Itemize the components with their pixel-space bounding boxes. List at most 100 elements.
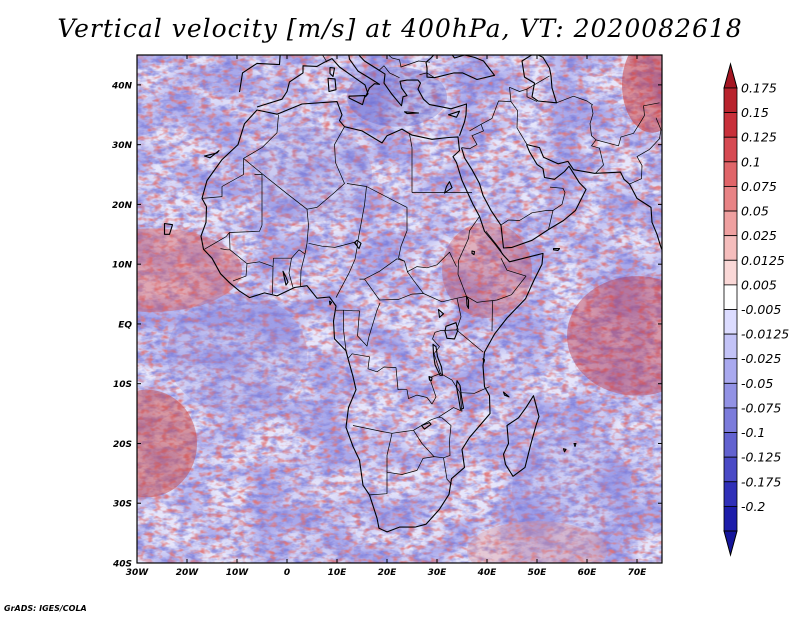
colorbar-swatch xyxy=(723,210,738,237)
colorbar-label: -0.075 xyxy=(741,400,781,415)
field-hotspot xyxy=(347,66,447,127)
country-border xyxy=(629,117,662,185)
field-hotspot xyxy=(252,126,372,223)
lake-turkana xyxy=(465,295,470,309)
colorbar-swatch xyxy=(723,481,738,507)
country-border xyxy=(359,278,424,301)
lon-tick-label: 10W xyxy=(226,568,250,578)
field-hotspot xyxy=(622,55,662,133)
colorbar-label: 0.075 xyxy=(741,179,777,194)
colorbar-label: -0.1 xyxy=(741,425,765,440)
lake-volta xyxy=(282,270,289,286)
lon-tick-label: 0 xyxy=(284,568,290,578)
country-border xyxy=(201,158,244,199)
colorbar-swatch xyxy=(723,284,738,310)
colorbar-label: -0.0125 xyxy=(741,327,789,342)
country-border xyxy=(509,86,538,102)
coastline-arabia xyxy=(460,144,587,249)
lon-tick-label: 10E xyxy=(328,568,348,578)
lon-tick-label: 30W xyxy=(126,568,150,578)
country-border xyxy=(272,266,274,295)
country-border xyxy=(308,241,358,248)
field-hotspot xyxy=(137,389,197,498)
lat-tick-label: 40N xyxy=(111,81,133,91)
colorbar-label: 0.1 xyxy=(741,154,761,169)
island-comoros xyxy=(502,391,510,398)
colorbar-label: 0.005 xyxy=(741,277,777,292)
country-border xyxy=(246,209,309,267)
country-border xyxy=(409,133,413,193)
field-hotspot xyxy=(167,294,307,414)
country-border xyxy=(243,126,345,210)
lat-tick-label: 30S xyxy=(113,500,132,510)
colorbar-swatch xyxy=(723,407,738,433)
lake-nasser xyxy=(443,181,453,194)
map-panel xyxy=(137,55,662,563)
country-border xyxy=(288,258,294,288)
island-mauritius xyxy=(573,442,577,448)
country-border xyxy=(379,65,400,79)
colorbar-swatch xyxy=(723,259,738,286)
coastlines xyxy=(163,55,662,533)
colorbar-swatch xyxy=(723,382,738,409)
country-border xyxy=(548,186,566,230)
map-frame xyxy=(136,54,663,564)
country-border xyxy=(352,392,463,434)
lat-tick-label: 40S xyxy=(112,560,132,570)
field-hotspot xyxy=(137,228,242,312)
coastline-iberia xyxy=(238,55,281,93)
colorbar-label: 0.0125 xyxy=(741,253,785,268)
island-sicily xyxy=(348,95,366,106)
island-cyprus xyxy=(447,110,461,118)
colorbar-swatch xyxy=(723,87,738,114)
coastline-iran-india xyxy=(526,144,662,251)
country-border xyxy=(413,430,435,457)
colorbar-bottom-arrow xyxy=(723,530,738,557)
map-field-hotspots xyxy=(137,55,662,563)
country-border xyxy=(469,123,482,132)
country-border xyxy=(347,353,441,405)
map-field-pattern-red xyxy=(137,55,662,563)
colorbar-label: -0.175 xyxy=(741,474,781,489)
colorbar-top-arrow xyxy=(723,62,738,89)
country-border xyxy=(346,183,367,246)
colorbar-swatch xyxy=(723,161,738,187)
colorbar-swatch xyxy=(723,235,738,261)
country-border xyxy=(419,72,435,78)
field-hotspot xyxy=(567,276,662,396)
country-border xyxy=(243,114,279,159)
country-border xyxy=(500,210,553,226)
lon-tick-label: 30E xyxy=(428,568,448,578)
country-border xyxy=(443,457,452,485)
lon-tick-label: 60E xyxy=(578,568,598,578)
lat-tick-label: 20N xyxy=(112,201,133,211)
colorbar-label: -0.2 xyxy=(741,499,765,514)
field-hotspot xyxy=(512,431,632,552)
country-border xyxy=(438,416,452,459)
colorbar-swatch xyxy=(723,432,738,458)
country-border xyxy=(366,186,408,262)
lake-albert xyxy=(437,309,445,318)
lon-tick-label: 40E xyxy=(477,568,498,578)
country-borders xyxy=(201,55,662,496)
coastline-black-sea xyxy=(425,55,496,81)
country-border xyxy=(434,329,484,353)
country-border xyxy=(357,302,381,347)
colorbar-label: 0.15 xyxy=(741,105,769,120)
grads-credit: GrADS: IGES/COLA xyxy=(4,604,87,613)
colorbar-swatch xyxy=(723,112,738,138)
country-border xyxy=(595,102,660,147)
country-border xyxy=(556,95,594,106)
country-border xyxy=(432,332,441,374)
colorbar-label: 0.025 xyxy=(741,228,777,243)
country-border xyxy=(364,216,480,303)
colorbar-label: -0.025 xyxy=(741,351,781,366)
colorbar-swatch xyxy=(723,505,738,532)
lon-tick-label: 50E xyxy=(528,568,548,578)
lon-tick-label: 20W xyxy=(176,568,200,578)
coastline-madagascar xyxy=(502,395,540,477)
island-corsica xyxy=(329,67,336,78)
colorbar-swatch xyxy=(723,333,738,360)
colorbar-label: -0.125 xyxy=(741,450,781,465)
